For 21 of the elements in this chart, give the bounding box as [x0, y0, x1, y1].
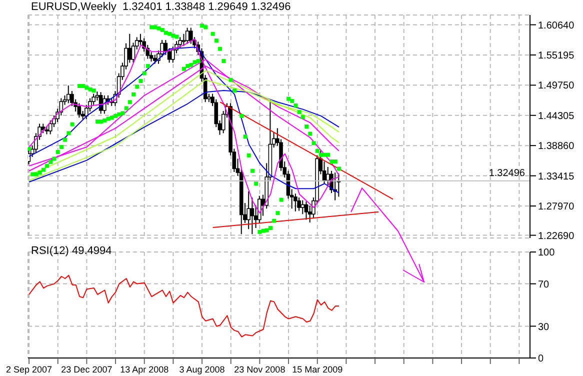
y-tick-label: 30: [538, 322, 550, 333]
x-tick-label: 13 Apr 2008: [120, 364, 169, 374]
y-tick-label: 0: [538, 354, 544, 365]
y-tick-label: 1.27970: [538, 202, 575, 213]
y-tick-label: 1.49750: [538, 80, 575, 92]
y-tick-label: 1.38860: [538, 141, 575, 152]
y-tick-label: 100: [538, 248, 556, 259]
x-tick-label: 15 Mar 2009: [292, 364, 343, 374]
ref-line-label: 1.32496: [488, 168, 526, 179]
y-tick-label: 1.33415: [538, 171, 575, 182]
x-tick-label: 3 Aug 2008: [179, 364, 225, 374]
x-tick-label: 2 Sep 2007: [6, 364, 52, 374]
chart-title: RSI(12) 49.4994: [31, 245, 112, 257]
y-tick-label: 1.55195: [538, 50, 575, 62]
x-tick-label: 23 Nov 2008: [234, 364, 286, 374]
y-tick-label: 1.60640: [538, 20, 575, 32]
y-tick-label: 1.22690: [538, 230, 575, 242]
x-tick-label: 23 Dec 2007: [61, 364, 112, 374]
y-tick-label: 70: [538, 279, 550, 290]
y-tick-label: 1.44305: [538, 110, 575, 122]
chart-title: EURUSD,Weekly 1.32401 1.33848 1.29649 1.32496: [31, 1, 291, 13]
